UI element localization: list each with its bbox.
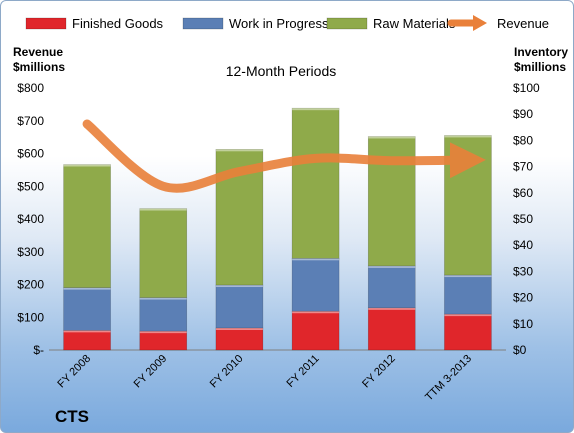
bar-highlight [368, 136, 416, 139]
bar-highlight [292, 311, 340, 314]
bar-segment [291, 310, 340, 351]
left-tick-label: $500 [17, 179, 44, 193]
left-axis-title-line2: $millions [13, 60, 65, 74]
right-tick-label: $60 [513, 186, 533, 200]
legend-swatch [182, 17, 224, 30]
x-tick-label: FY 2009 [132, 353, 170, 391]
left-tick-label: $- [33, 343, 44, 357]
right-tick-label: $30 [513, 264, 533, 278]
right-tick-label: $0 [513, 343, 527, 357]
bar-segment [139, 330, 188, 351]
legend-label: Raw Materials [373, 16, 456, 31]
x-tick-label: FY 2008 [55, 353, 93, 391]
right-tick-label: $50 [513, 212, 533, 226]
left-tick-label: $800 [17, 81, 44, 95]
right-axis-title-line1: Inventory [514, 45, 568, 59]
right-tick-label: $40 [513, 238, 533, 252]
right-tick-label: $20 [513, 291, 533, 305]
left-tick-label: $400 [17, 212, 44, 226]
bar-highlight [63, 287, 111, 290]
bar-segment [367, 265, 416, 309]
x-tick-label: FY 2011 [285, 353, 322, 390]
bar-highlight [139, 331, 187, 334]
left-axis-ticks: $- $100 $200 $300 $400 $500 $600 $700 $800 [17, 81, 44, 357]
right-tick-label: $80 [513, 133, 533, 147]
bar-highlight [63, 330, 111, 333]
legend: Finished Goods Work in Progress Raw Materi… [25, 15, 549, 31]
legend-label: Work in Progress [229, 16, 329, 31]
bar-segment [139, 297, 188, 332]
left-axis-title-line1: Revenue [13, 45, 63, 59]
bar-highlight [368, 307, 416, 310]
bar-highlight [215, 149, 263, 152]
legend-arrowhead [473, 15, 487, 31]
bars [63, 107, 492, 351]
bar-highlight [292, 258, 340, 261]
bar-segment [139, 208, 188, 298]
bar-segment [444, 274, 492, 315]
x-tick-label: TTM 3-2013 [423, 353, 474, 404]
right-tick-label: $70 [513, 160, 533, 174]
bar-segment [444, 313, 492, 351]
right-tick-label: $100 [513, 81, 540, 95]
bar-highlight [444, 135, 492, 138]
legend-label: Finished Goods [72, 16, 164, 31]
legend-swatch [25, 17, 67, 30]
revenue-line-group [82, 119, 486, 193]
bar-segment [367, 307, 416, 351]
right-axis-title-line2: $millions [514, 60, 566, 74]
bar-highlight [63, 164, 111, 167]
revenue-line [82, 119, 486, 193]
company-label: CTS [55, 407, 89, 426]
bar-segment [63, 330, 111, 351]
bar-highlight [444, 275, 492, 278]
left-tick-label: $600 [17, 147, 44, 161]
bar-segment [291, 107, 340, 259]
left-tick-label: $100 [17, 310, 44, 324]
bar-segment [63, 287, 111, 331]
x-tick-label: FY 2010 [208, 353, 246, 391]
bar-highlight [215, 285, 263, 288]
bar-highlight [368, 265, 416, 268]
plot-title: 12-Month Periods [226, 63, 337, 79]
bar-highlight [292, 108, 340, 111]
right-tick-label: $10 [513, 317, 533, 331]
bar-highlight [139, 297, 187, 300]
right-tick-label: $90 [513, 107, 533, 121]
bar-highlight [215, 327, 263, 330]
legend-label: Revenue [497, 16, 549, 31]
x-tick-label: FY 2012 [360, 353, 398, 391]
legend-swatch [326, 17, 368, 30]
bar-segment [215, 327, 264, 351]
left-tick-label: $300 [17, 245, 44, 259]
left-tick-label: $200 [17, 278, 44, 292]
left-tick-label: $700 [17, 114, 44, 128]
x-axis-ticks: FY 2008 FY 2009 FY 2010 FY 2011 FY 2012 TTM 3… [55, 353, 474, 404]
bar-segment [63, 164, 111, 288]
bar-segment [291, 257, 340, 312]
bar-segment [215, 284, 264, 329]
right-axis-ticks: $0 $10 $20 $30 $40 $50 $60 $70 $80 $90 $100 [513, 81, 540, 357]
bar-highlight [139, 208, 187, 211]
bar-highlight [444, 314, 492, 317]
